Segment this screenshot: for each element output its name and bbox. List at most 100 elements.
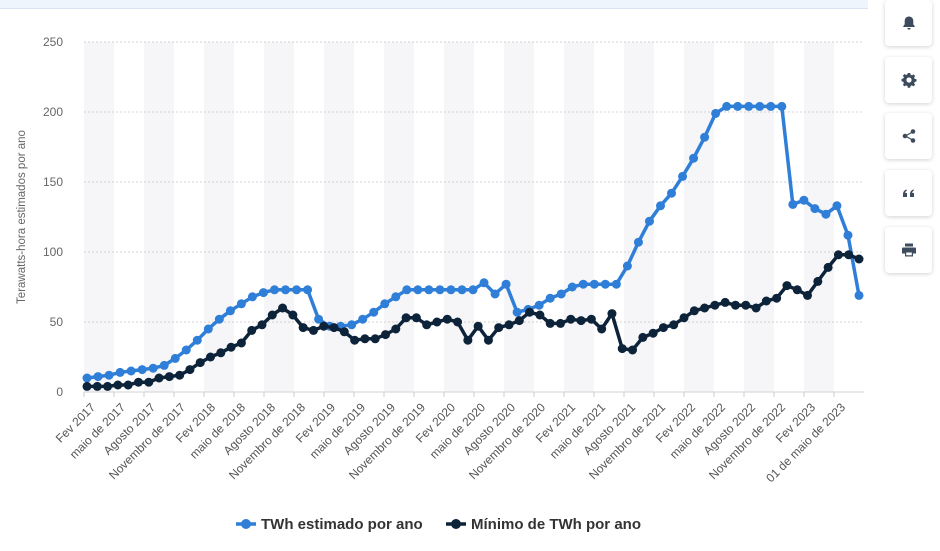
data-point [658,323,668,333]
data-point [92,381,102,391]
notification-button[interactable] [885,0,932,46]
data-point [741,300,751,310]
data-point [678,171,688,181]
data-point [566,314,576,324]
data-point [170,353,180,363]
y-tick-label: 50 [50,315,64,329]
plot-band [744,42,774,392]
settings-button[interactable] [885,57,932,103]
data-point [777,101,787,111]
print-icon [901,243,916,257]
data-point [424,285,434,295]
data-point [269,285,279,295]
data-point [247,292,257,302]
data-point [576,316,586,326]
data-point [556,289,566,299]
data-point [175,370,185,380]
data-point [534,300,544,310]
plot-band [324,42,354,392]
data-point [782,281,792,291]
data-point [512,307,522,317]
data-point [832,201,842,211]
data-point [468,285,478,295]
data-point [633,237,643,247]
data-point [298,323,308,333]
data-point [402,285,412,295]
data-point [821,209,831,219]
data-point [329,323,339,333]
data-point [292,285,302,295]
legend-label: Mínimo de TWh por ano [471,516,641,533]
data-point [115,367,125,377]
data-point [133,377,143,387]
data-point [358,314,368,324]
data-point [236,299,246,309]
data-point [792,285,802,295]
data-point [483,335,493,345]
data-point [401,313,411,323]
data-point [123,380,133,390]
data-point [854,290,864,300]
data-point [281,285,291,295]
plot-band [204,42,234,392]
data-point [82,381,92,391]
data-point [700,132,710,142]
data-point [607,309,617,319]
data-point [369,307,379,317]
data-point [185,365,195,375]
data-point [236,338,246,348]
data-point [733,101,743,111]
data-point [370,334,380,344]
data-point [339,327,349,337]
data-point [854,254,864,264]
data-point [545,293,555,303]
data-point [181,345,191,355]
data-point [206,352,216,362]
print-button[interactable] [885,227,932,273]
quote-icon [902,189,914,197]
data-point [148,363,158,373]
data-point [810,204,820,214]
data-point [644,216,654,226]
data-point [411,313,421,323]
plot-band [264,42,294,392]
data-point [225,306,235,316]
data-point [722,101,732,111]
data-point [638,332,648,342]
data-point [494,323,504,333]
data-point [669,320,679,330]
cite-button[interactable] [885,170,932,216]
y-axis-title: Terawatts-hora estimados por ano [16,130,28,304]
data-point [257,320,267,330]
data-point [137,365,147,375]
data-point [700,303,710,313]
data-point [432,317,442,327]
data-point [247,325,257,335]
data-point [360,334,370,344]
data-point [501,279,511,289]
data-point [446,285,456,295]
legend-label: TWh estimado por ano [261,516,423,533]
plot-band [384,42,414,392]
data-point [164,372,174,382]
y-tick-label: 100 [43,245,63,259]
data-point [413,285,423,295]
data-point [535,310,545,320]
top-banner-strip [0,0,868,9]
data-point [730,300,740,310]
data-point [799,195,809,205]
data-point [113,380,123,390]
data-point [144,377,154,387]
line-chart: 0 50 100 150 200 250 Terawatts-hora estimados … [16,35,864,533]
share-button[interactable] [885,113,932,159]
data-point [711,108,721,118]
data-point [823,262,833,272]
data-point [203,324,213,334]
data-point [803,290,813,300]
data-point [391,324,401,334]
data-point [82,373,92,383]
data-point [457,285,467,295]
data-point [473,321,483,331]
legend-symbol [451,519,461,529]
data-point [314,314,324,324]
